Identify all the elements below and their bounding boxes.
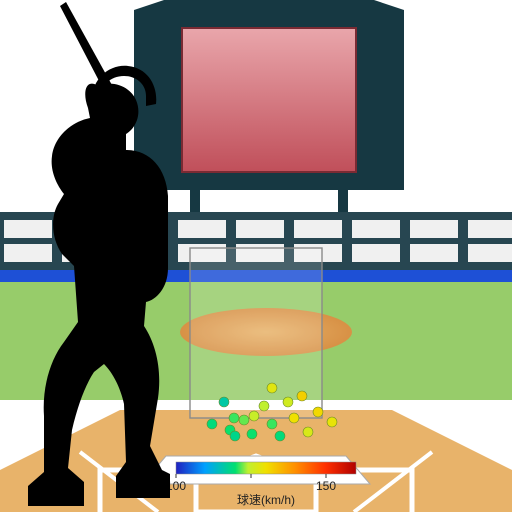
pitch-marker	[247, 429, 257, 439]
legend-axis-label: 球速(km/h)	[237, 493, 295, 507]
pitch-marker	[289, 413, 299, 423]
pitch-marker	[313, 407, 323, 417]
pitch-marker	[229, 413, 239, 423]
wall-window	[352, 244, 400, 262]
legend-colorbar	[176, 462, 356, 474]
legend-tick-label: 150	[316, 479, 336, 493]
pitch-marker	[283, 397, 293, 407]
wall-window	[468, 220, 512, 238]
pitch-marker	[327, 417, 337, 427]
wall-window	[410, 220, 458, 238]
pitch-marker	[275, 431, 285, 441]
wall-window	[410, 244, 458, 262]
wall-window	[4, 244, 52, 262]
pitch-marker	[259, 401, 269, 411]
wall-window	[4, 220, 52, 238]
pitch-marker	[249, 411, 259, 421]
pitch-marker	[219, 397, 229, 407]
pitch-marker	[267, 419, 277, 429]
wall-window	[178, 220, 226, 238]
pitch-marker	[303, 427, 313, 437]
pitch-location-chart: 100150球速(km/h)	[0, 0, 512, 512]
pitch-marker	[267, 383, 277, 393]
pitch-marker	[297, 391, 307, 401]
wall-window	[468, 244, 512, 262]
scoreboard-screen	[182, 28, 356, 172]
wall-window	[294, 220, 342, 238]
pitch-marker	[239, 415, 249, 425]
wall-window	[352, 220, 400, 238]
pitch-marker	[207, 419, 217, 429]
wall-window	[236, 220, 284, 238]
scoreboard-roof	[134, 0, 404, 10]
pitch-marker	[230, 431, 240, 441]
